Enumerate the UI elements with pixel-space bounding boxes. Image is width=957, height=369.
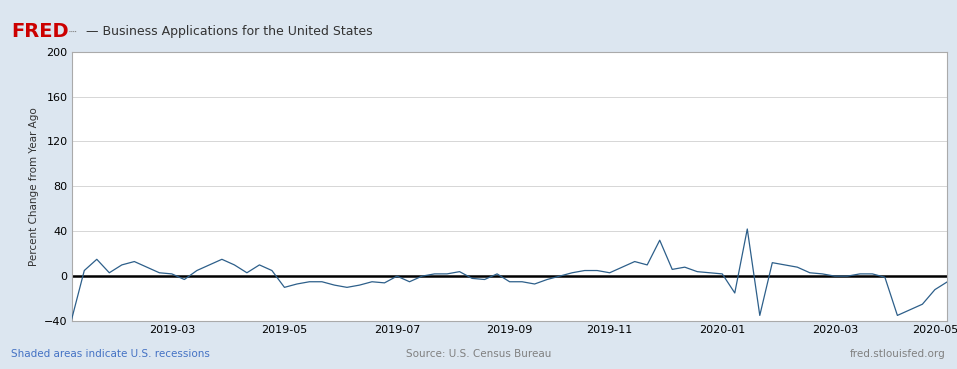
Text: ┈: ┈ (69, 26, 77, 39)
Text: Shaded areas indicate U.S. recessions: Shaded areas indicate U.S. recessions (11, 349, 211, 359)
Text: — Business Applications for the United States: — Business Applications for the United S… (86, 25, 373, 38)
Text: Source: U.S. Census Bureau: Source: U.S. Census Bureau (406, 349, 551, 359)
Text: FRED: FRED (11, 22, 69, 41)
Text: fred.stlouisfed.org: fred.stlouisfed.org (850, 349, 946, 359)
Y-axis label: Percent Change from Year Ago: Percent Change from Year Ago (29, 107, 38, 266)
